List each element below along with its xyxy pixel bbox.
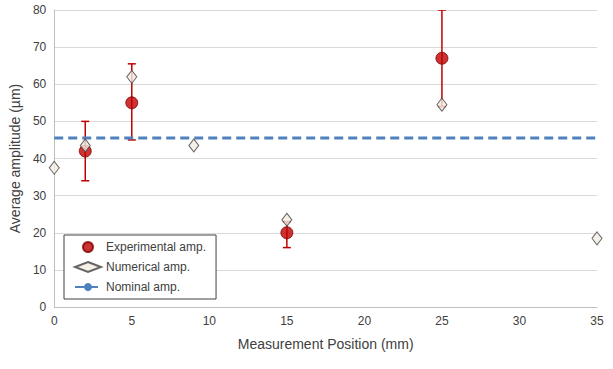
svg-text:30: 30 (513, 314, 527, 328)
svg-text:30: 30 (33, 189, 47, 203)
svg-text:0: 0 (51, 314, 58, 328)
svg-text:10: 10 (203, 314, 217, 328)
svg-text:70: 70 (33, 40, 47, 54)
svg-text:20: 20 (33, 226, 47, 240)
svg-text:35: 35 (590, 314, 604, 328)
svg-text:80: 80 (33, 3, 47, 17)
svg-text:40: 40 (33, 152, 47, 166)
svg-text:5: 5 (128, 314, 135, 328)
svg-text:15: 15 (280, 314, 294, 328)
svg-text:Numerical amp.: Numerical amp. (106, 260, 190, 274)
svg-text:60: 60 (33, 77, 47, 91)
svg-text:Nominal amp.: Nominal amp. (106, 280, 180, 294)
svg-text:25: 25 (435, 314, 449, 328)
svg-text:Experimental amp.: Experimental amp. (106, 240, 206, 254)
svg-text:50: 50 (33, 114, 47, 128)
svg-text:Average amplitude (µm): Average amplitude (µm) (7, 84, 23, 233)
svg-text:Measurement Position (mm): Measurement Position (mm) (238, 336, 414, 352)
svg-text:10: 10 (33, 263, 47, 277)
svg-text:20: 20 (358, 314, 372, 328)
svg-text:0: 0 (40, 300, 47, 314)
